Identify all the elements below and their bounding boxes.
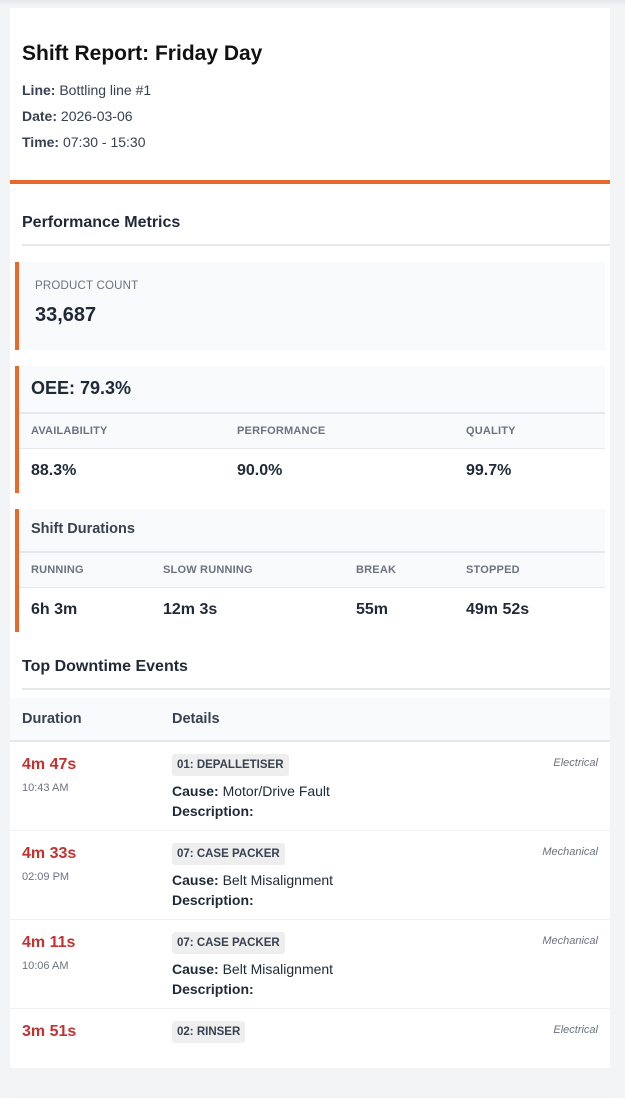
durations-values: 6h 3m 12m 3s 55m 49m 52s — [19, 588, 605, 632]
product-count-value: 33,687 — [35, 304, 97, 326]
downtime-table-header: Duration Details — [10, 698, 610, 742]
machine-badge: 07: CASE PACKER — [172, 932, 285, 954]
slow-running-label: SLOW RUNNING — [163, 564, 253, 576]
event-time: 10:06 AM — [22, 960, 69, 972]
event-category: Mechanical — [542, 846, 598, 858]
stopped-value: 49m 52s — [466, 601, 530, 618]
details-column-header: Details — [172, 711, 220, 727]
availability-value: 88.3% — [31, 462, 77, 479]
table-row[interactable]: 3m 51s 02: RINSER Electrical — [10, 1009, 610, 1098]
duration-column-header: Duration — [22, 711, 82, 727]
date-value: 2026-03-06 — [60, 108, 133, 124]
event-duration: 4m 47s — [22, 756, 77, 773]
product-count-box: PRODUCT COUNT 33,687 — [15, 262, 605, 350]
performance-section-title: Performance Metrics — [22, 184, 610, 246]
durations-labels: RUNNING SLOW RUNNING BREAK STOPPED — [19, 553, 605, 588]
event-cause: Cause: Belt Misalignment — [172, 872, 334, 888]
event-category: Mechanical — [542, 935, 598, 947]
machine-badge: 01: DEPALLETISER — [172, 754, 289, 776]
event-duration: 4m 33s — [22, 845, 77, 862]
quality-label: QUALITY — [466, 425, 516, 437]
event-description: Description: — [172, 981, 254, 997]
top-shadow — [0, 0, 625, 6]
stopped-label: STOPPED — [466, 564, 520, 576]
machine-badge: 07: CASE PACKER — [172, 843, 285, 865]
running-label: RUNNING — [31, 564, 84, 576]
machine-badge: 02: RINSER — [172, 1021, 246, 1043]
break-value: 55m — [356, 601, 389, 618]
oee-title: OEE: 79.3% — [19, 366, 605, 414]
time-value: 07:30 - 15:30 — [62, 134, 146, 150]
event-description: Description: — [172, 892, 254, 908]
event-category: Electrical — [553, 1024, 598, 1036]
event-cause: Cause: Motor/Drive Fault — [172, 783, 330, 799]
oee-values: 88.3% 90.0% 99.7% — [19, 449, 605, 493]
event-time: 10:43 AM — [22, 782, 69, 794]
quality-value: 99.7% — [466, 462, 512, 479]
meta-date: Date: 2026-03-06 — [22, 108, 133, 124]
performance-label: PERFORMANCE — [237, 425, 326, 437]
slow-running-value: 12m 3s — [163, 601, 218, 618]
oee-box: OEE: 79.3% AVAILABILITY PERFORMANCE QUAL… — [15, 366, 605, 493]
event-time: 02:09 PM — [22, 871, 70, 883]
event-duration: 4m 11s — [22, 934, 76, 951]
table-row[interactable]: 4m 11s 10:06 AM 07: CASE PACKER Cause: B… — [10, 920, 610, 1009]
break-label: BREAK — [356, 564, 397, 576]
event-description: Description: — [172, 803, 254, 819]
event-cause: Cause: Belt Misalignment — [172, 961, 334, 977]
availability-label: AVAILABILITY — [31, 425, 108, 437]
event-category: Electrical — [553, 757, 598, 769]
meta-time: Time: 07:30 - 15:30 — [22, 134, 146, 150]
table-row[interactable]: 4m 33s 02:09 PM 07: CASE PACKER Cause: B… — [10, 831, 610, 920]
accent-divider — [10, 180, 610, 184]
meta-line: Line: Bottling line #1 — [22, 82, 152, 98]
report-header: Shift Report: Friday Day Line: Bottling … — [10, 8, 610, 180]
shift-durations-title: Shift Durations — [19, 509, 605, 553]
table-row[interactable]: 4m 47s 10:43 AM 01: DEPALLETISER Cause: … — [10, 742, 610, 831]
shift-durations-box: Shift Durations RUNNING SLOW RUNNING BRE… — [15, 509, 605, 632]
oee-labels: AVAILABILITY PERFORMANCE QUALITY — [19, 414, 605, 449]
running-value: 6h 3m — [31, 601, 78, 618]
downtime-section-title: Top Downtime Events — [22, 632, 610, 690]
line-value: Bottling line #1 — [59, 82, 152, 98]
performance-value: 90.0% — [237, 462, 283, 479]
page-title: Shift Report: Friday Day — [22, 42, 263, 65]
event-duration: 3m 51s — [22, 1023, 77, 1040]
shift-report-card: Shift Report: Friday Day Line: Bottling … — [10, 8, 610, 1098]
product-count-label: PRODUCT COUNT — [35, 280, 139, 292]
